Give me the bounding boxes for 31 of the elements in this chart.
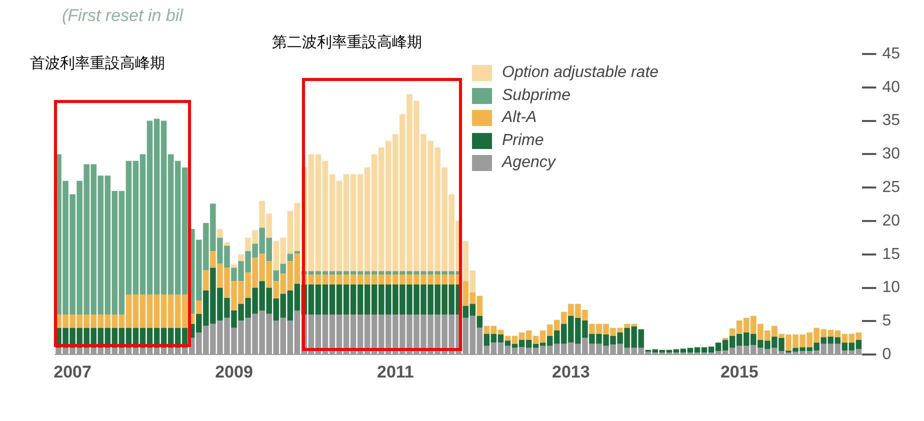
y-tick-label: 20 [882,212,900,230]
text: 第二波利率重設高峰期 [272,33,422,52]
y-tick-label: 40 [882,78,900,96]
legend-label: Option adjustable rate [502,64,659,82]
bar [203,270,209,290]
x-tick-label: 2013 [552,362,590,382]
y-tick-label: 35 [882,112,900,130]
y-tick-label: 5 [882,312,892,330]
legend-label: Prime [502,132,544,150]
x-tick-label: 2015 [720,362,758,382]
bar [224,242,230,246]
x-tick-label: 2011 [376,362,414,382]
legend-label: Agency [502,154,556,172]
legend-label: Subprime [502,86,570,105]
bar [196,300,202,314]
bar [217,229,223,238]
y-tick-label: 10 [882,279,900,296]
y-tick-label: 45 [882,45,900,62]
y-tick-label: 25 [882,179,900,196]
y-tick-label: 15 [882,246,900,263]
bar [238,254,244,262]
bar [476,316,483,328]
y-tick-label: 30 [882,146,900,163]
x-tick-label: 2007 [54,362,92,382]
bar [287,254,294,262]
chart-title: (First reset in bil [62,6,183,26]
legend-label: Alt-A [502,109,537,128]
bar [231,264,237,268]
annotation: 首波利率重設高峰期 [30,54,165,73]
y-tick-label: 0 [882,346,892,364]
x-tick-label: 2009 [215,362,253,382]
